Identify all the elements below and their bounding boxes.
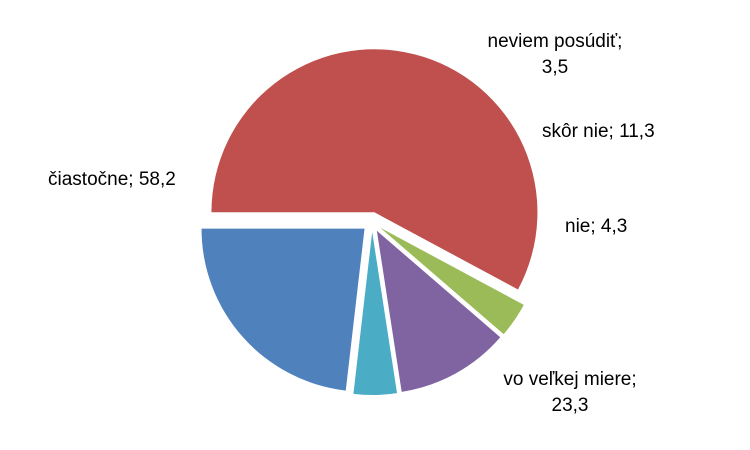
label-skor-nie: skôr nie; 11,3 <box>542 121 655 142</box>
slices-layer <box>201 49 538 395</box>
labels-layer: vo veľkej miere; 23,3 nie; 4,3 skôr nie;… <box>48 31 655 416</box>
label-neviem-posudit-line2: 3,5 <box>542 57 568 78</box>
pie-slice-skor-nie <box>376 230 501 392</box>
pie-slice-nie <box>353 231 398 395</box>
label-ciastocne: čiastočne; 58,2 <box>48 169 176 190</box>
label-nie: nie; 4,3 <box>565 216 627 237</box>
pie-slice-neviem-posudit <box>380 227 524 335</box>
pie-slice-vo-velkej-miere <box>201 228 365 391</box>
pie-slice-ciastocne <box>211 49 538 290</box>
label-vo-velkej-miere-line1: vo veľkej miere; <box>503 369 636 390</box>
label-neviem-posudit-line1: neviem posúdiť; <box>488 31 623 52</box>
label-vo-velkej-miere-line2: 23,3 <box>552 395 589 416</box>
